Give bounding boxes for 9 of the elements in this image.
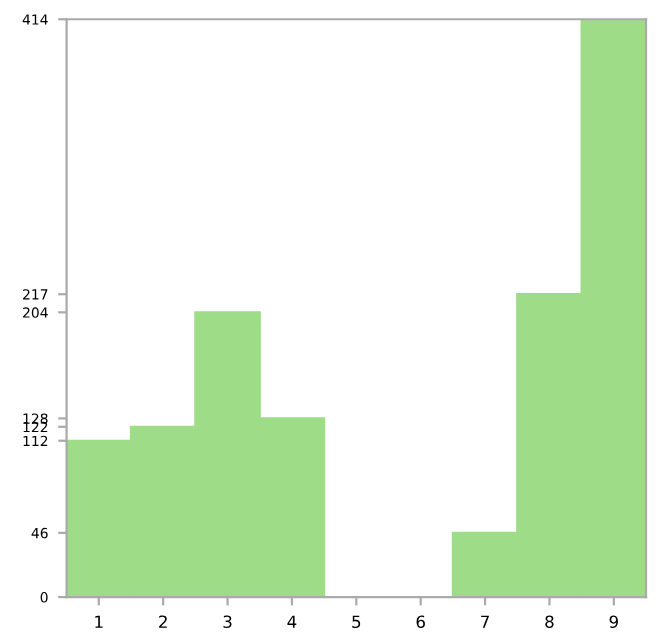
x-tick-label: 4: [287, 615, 297, 628]
x-tick-label: 9: [609, 615, 618, 629]
x-tick-label: 3: [223, 615, 232, 629]
x-tick-label: 5: [352, 615, 361, 629]
x-tick-label: 8: [545, 615, 554, 629]
x-tick-label: 7: [481, 615, 489, 628]
x-tick-label: 1: [95, 615, 103, 628]
x-tick-label: 2: [159, 615, 167, 628]
x-tick-label: 6: [416, 615, 425, 629]
